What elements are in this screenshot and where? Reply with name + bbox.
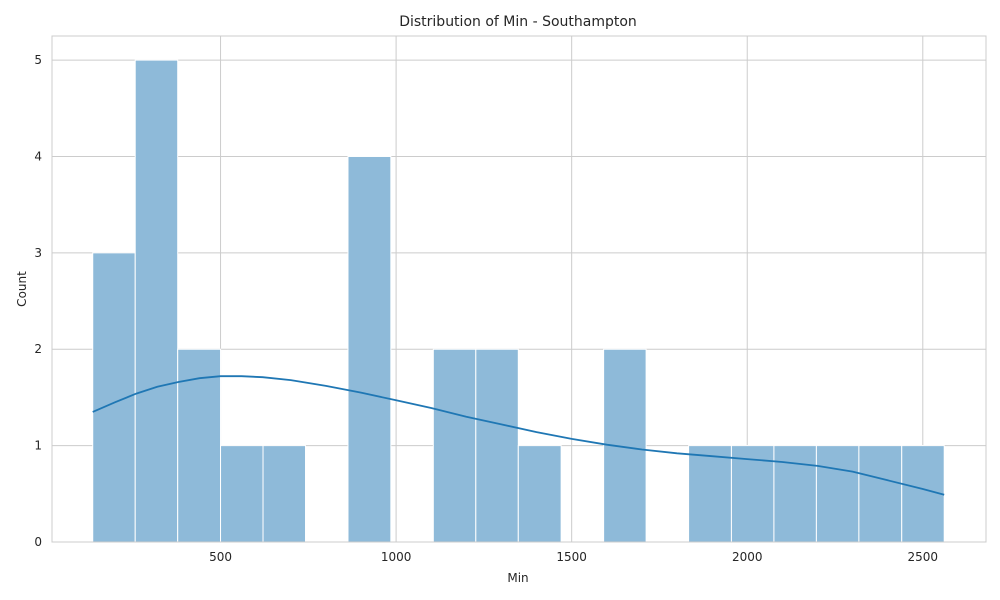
y-tick-label: 1 — [34, 439, 42, 453]
x-axis-label: Min — [507, 571, 528, 585]
histogram-bar — [475, 348, 519, 543]
y-tick-label: 4 — [34, 149, 42, 163]
y-axis-ticks: 0 1 2 3 4 5 — [34, 53, 42, 549]
histogram-bar — [134, 59, 179, 543]
histogram-bar — [517, 445, 562, 543]
histogram-bar — [688, 445, 732, 543]
kde-curve — [92, 375, 945, 496]
y-axis-label: Count — [15, 271, 29, 307]
histogram-bar — [815, 445, 860, 543]
chart-title: Distribution of Min - Southampton — [399, 14, 637, 30]
x-tick-label: 2000 — [732, 550, 763, 564]
histogram-bar — [220, 445, 264, 543]
histogram-bar — [730, 445, 775, 543]
y-tick-label: 5 — [34, 53, 42, 67]
kde-curve-group — [92, 375, 945, 496]
y-tick-label: 0 — [34, 535, 42, 549]
y-tick-label: 3 — [34, 246, 42, 260]
plot-frame — [51, 35, 987, 543]
x-axis-ticks: 500 1000 1500 2000 2500 — [209, 550, 938, 564]
histogram-bar — [432, 348, 477, 543]
histogram-bar — [773, 445, 817, 543]
x-tick-label: 500 — [209, 550, 232, 564]
x-tick-label: 1500 — [556, 550, 587, 564]
y-tick-label: 2 — [34, 342, 42, 356]
x-tick-label: 2500 — [908, 550, 939, 564]
histogram-bar — [347, 155, 392, 543]
histogram-bar — [262, 445, 307, 543]
histogram-bar — [858, 445, 903, 543]
x-tick-label: 1000 — [381, 550, 412, 564]
